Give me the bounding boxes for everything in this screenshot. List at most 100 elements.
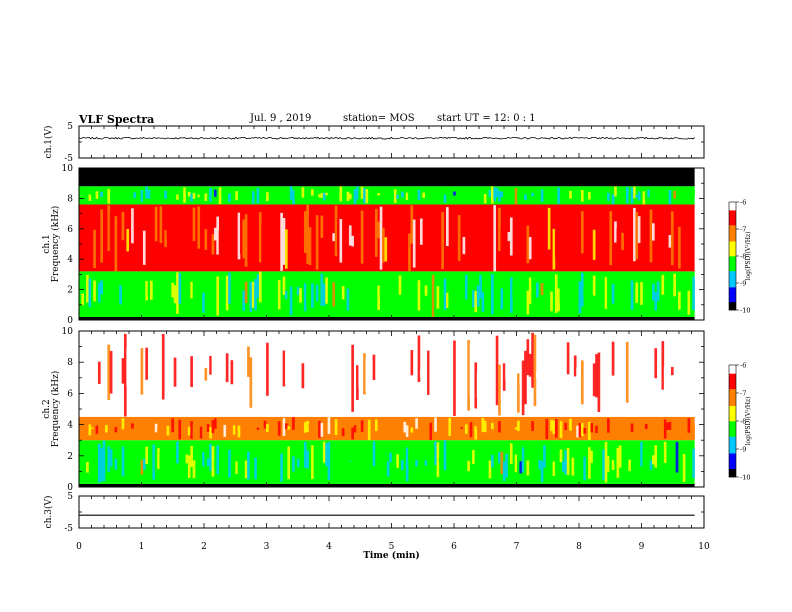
spectrum-streak [107,446,111,472]
spectrum-streak [564,422,568,431]
spectrum-streak [173,357,177,387]
spectrum-streak [412,219,416,268]
spectrum-streak [663,186,667,199]
spectrum-streak [339,218,343,263]
y-tick-label: 10 [62,327,74,337]
spectrum-streak [204,449,208,481]
spectrum-streak [100,191,103,197]
spectrum-streak [642,449,646,479]
spectrum-streak [528,277,532,305]
spectrum-streak [315,215,319,270]
spectrum-streak [249,357,253,408]
spectrum-streak [607,368,610,392]
colorbar-segment [729,206,736,208]
spectrum-streak [377,221,381,239]
colorbar-segment [729,468,736,471]
colorbar-segment [729,235,736,238]
spectrum-streak [441,212,444,270]
spectrum-band [79,331,695,417]
spectrum-streak [417,335,421,383]
spectrum-streak [462,447,466,472]
spectrum-streak [524,277,527,307]
colorbar-segment [729,387,736,390]
spectrum-streak [384,426,388,434]
spectrum-streak [498,421,501,433]
spectrum-streak [119,209,122,247]
spectrum-streak [535,282,539,298]
spectrum-streak [398,275,402,295]
spectrum-streak [630,187,634,204]
spectrum-streak [121,358,125,384]
spectrum-streak [493,187,497,202]
spectrum-streak [142,230,146,265]
spectrum-streak [434,283,437,315]
spectrum-streak [159,451,163,483]
spectrum-streak [145,186,148,199]
spectrum-streak [583,427,587,434]
colorbar-segment [729,369,736,371]
spectrum-streak [377,193,381,196]
spectrum-streak [242,219,246,259]
spectrum-streak [320,447,324,477]
spectrum-streak [140,189,144,203]
spectrum-streak [389,452,392,463]
spectrum-streak [173,285,177,304]
spectrum-streak [687,418,691,433]
spectrum-streak [159,282,163,309]
spectrum-streak [282,276,286,295]
spectrum-streak [344,428,347,430]
spectrum-streak [88,424,92,436]
spectrum-streak [363,353,366,395]
spectrum-streak [273,362,276,411]
spectrum-streak [640,360,643,404]
spectrum-streak [588,279,591,310]
spectrum-streak [415,418,418,429]
colorbar-segment [729,404,736,406]
spectrum-streak [614,458,617,464]
colorbar-segment [729,237,736,239]
spectrum-streak [408,186,411,200]
spectrum-streak [190,281,193,299]
spectrum-streak [213,227,217,241]
spectrum-streak [616,447,620,478]
spectrum-streak [123,333,127,417]
spectrum-streak [102,440,106,482]
spectrum-streak [318,194,321,198]
spectrum-streak [460,427,463,429]
spectrum-streak [401,191,404,198]
spectrum-streak [147,421,151,437]
colorbar-segment [729,303,736,305]
spectrum-streak [538,460,542,470]
spectrum-streak [258,348,262,389]
colorbar-segment [729,407,736,409]
spectrum-streak [306,420,309,433]
spectrum-streak [327,194,331,197]
station-label: station= MOS [343,113,415,124]
y-tick-label: 6 [67,389,73,399]
spectrum-streak [285,229,288,269]
spectrum-streak [408,346,411,408]
spectrum-streak [424,421,428,437]
spectrum-streak [486,228,489,250]
y-axis-label: Frequency (kHz) [50,206,61,283]
chart-title: VLF Spectra [79,113,155,126]
spectrum-streak [474,426,478,440]
panel-3: 0 2 4 6 8 10 ch.2 Frequency (kHz) [42,327,705,493]
spectrum-streak [692,425,695,440]
spectrum-streak [670,211,674,266]
spectrum-streak [334,419,338,436]
colorbar-segment [729,429,736,432]
spectrum-streak [493,205,497,272]
spectrum-streak [235,279,238,312]
colorbar-segment [729,421,736,423]
spectrum-streak [540,189,544,202]
colorbar-segment [729,460,736,462]
spectrum-streak [178,273,182,305]
spectrum-streak [292,456,295,472]
colorbar-segment [729,254,736,257]
spectrum-streak [270,273,274,307]
spectrum-streak [237,287,241,317]
spectrum-streak [540,232,544,247]
spectrum-streak [481,417,485,433]
spectrum-streak [514,454,518,473]
